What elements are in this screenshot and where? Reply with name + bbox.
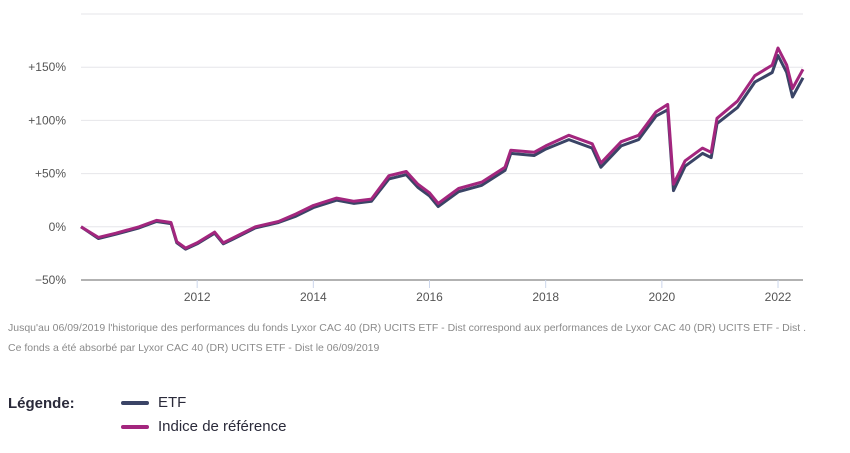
chart-svg: −50% 0% +50% +100% +150% 2012 2014 2016 2018 2020… <box>28 13 805 304</box>
legend-swatch-index <box>121 424 149 429</box>
legend-item-etf[interactable]: ETF <box>121 394 186 411</box>
legend-label: Indice de référence <box>158 418 287 435</box>
chart-footnote: Jusqu'au 06/09/2019 l'historique des per… <box>8 322 807 354</box>
y-tick-label: +50% <box>35 167 66 181</box>
x-tick-label: 2022 <box>765 290 792 304</box>
x-tick-label: 2018 <box>532 290 559 304</box>
x-tick-label: 2014 <box>300 290 327 304</box>
legend-swatch-etf <box>121 400 149 405</box>
x-tick-label: 2016 <box>416 290 443 304</box>
y-tick-label: +150% <box>28 60 66 74</box>
legend-item-index[interactable]: Indice de référence <box>121 418 286 435</box>
series-line-index <box>80 46 805 250</box>
legend-title: Légende: <box>8 395 75 412</box>
legend-label: ETF <box>158 394 187 411</box>
x-tick-label: 2012 <box>184 290 211 304</box>
y-tick-label: 0% <box>49 220 67 234</box>
y-tick-label: −50% <box>35 273 66 287</box>
x-tick-label: 2020 <box>649 290 676 304</box>
y-tick-label: +100% <box>28 113 66 127</box>
